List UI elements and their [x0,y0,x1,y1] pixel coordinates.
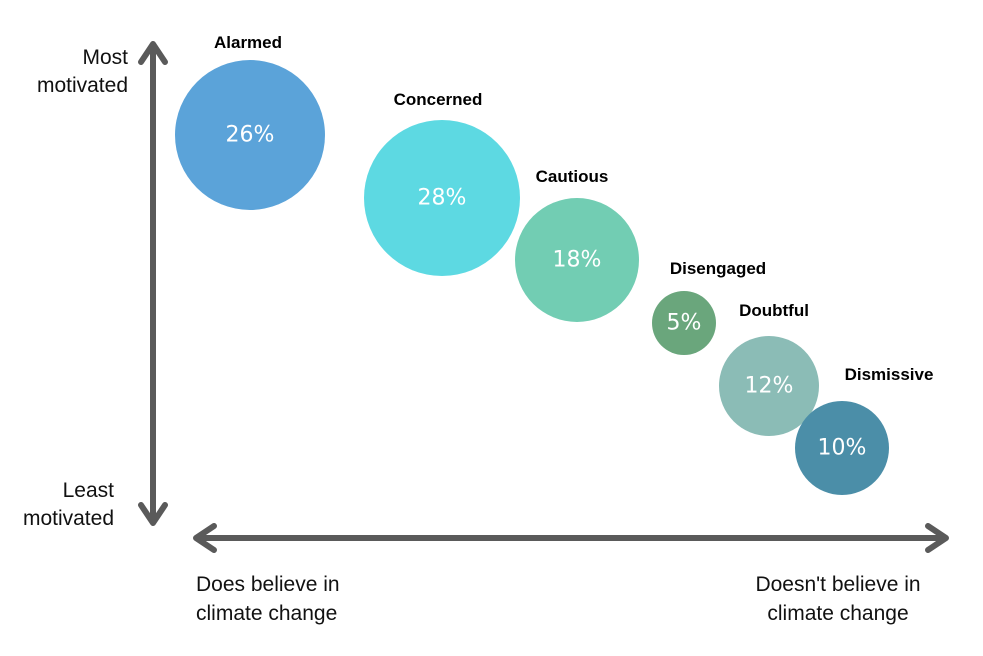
segment-label-concerned: Concerned [394,90,483,109]
bubble-disengaged [652,291,716,355]
x-axis-right-label-line1: Doesn't believe in [755,573,920,596]
segment-label-dismissive: Dismissive [845,365,934,384]
percent-label-doubtful: 12% [745,374,794,399]
y-axis-arrow-up [138,41,168,65]
percent-label-dismissive: 10% [818,436,867,461]
bubble-alarmed [175,60,325,210]
bubble-doubtful [719,336,819,436]
y-axis-arrow-down [138,502,168,526]
segment-label-cautious: Cautious [536,167,609,186]
segment-label-alarmed: Alarmed [214,33,282,52]
percent-label-alarmed: 26% [226,123,275,148]
y-axis-bottom-label-line1: Least [63,479,115,502]
percent-label-cautious: 18% [553,248,602,273]
y-axis-bottom-label-line2: motivated [23,507,114,530]
percent-label-concerned: 28% [418,186,467,211]
y-axis-top-label-line2: motivated [37,74,128,97]
x-axis-left-label-line1: Does believe in [196,573,340,596]
y-axis-top-label-line1: Most [82,46,128,69]
x-axis-left-label-line2: climate change [196,602,337,625]
bubble-concerned [364,120,520,276]
bubble-dismissive [795,401,889,495]
segment-bubbles: 26% Alarmed 28% Concerned 18% Cautious 5% Disen… [175,33,933,495]
x-axis-right-label-line2: climate change [767,602,908,625]
bubble-cautious [515,198,639,322]
segment-label-disengaged: Disengaged [670,259,766,278]
x-axis-arrow-left [193,523,217,553]
x-axis-arrow-right [925,523,949,553]
segment-label-doubtful: Doubtful [739,301,809,320]
x-axis [193,523,949,553]
percent-label-disengaged: 5% [667,311,702,336]
y-axis [138,41,168,526]
